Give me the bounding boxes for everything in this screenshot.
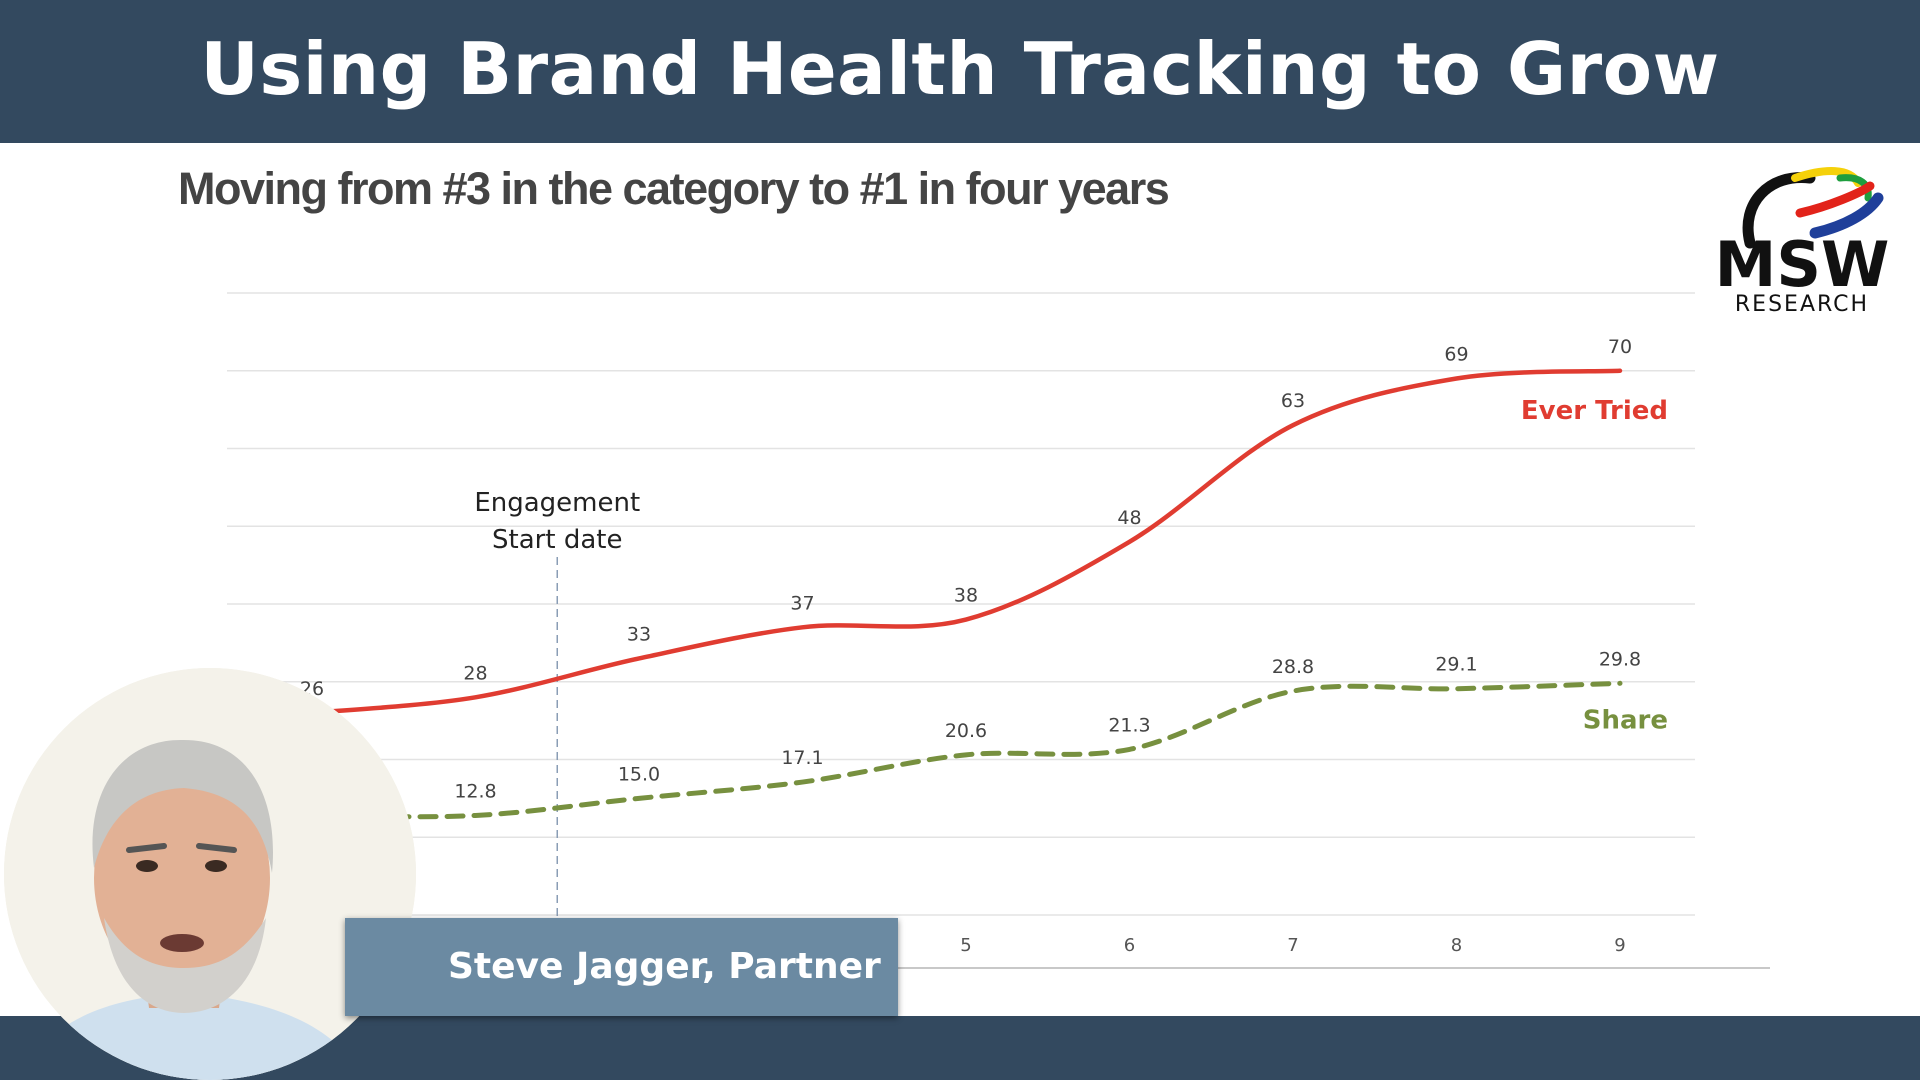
title-banner: Using Brand Health Tracking to Grow xyxy=(0,0,1920,143)
data-label: 48 xyxy=(1117,507,1141,529)
data-label: 63 xyxy=(1281,390,1305,412)
banner-title: Using Brand Health Tracking to Grow xyxy=(200,27,1720,111)
series-line-0 xyxy=(309,368,1623,716)
avatar-hair xyxy=(92,739,273,873)
presenter-avatar xyxy=(4,668,416,1080)
presenter-name-card: Steve Jagger, Partner xyxy=(345,918,898,1016)
data-label: 33 xyxy=(627,623,651,645)
logo-arc-red xyxy=(1795,181,1875,218)
series-name-label: Ever Tried xyxy=(1521,396,1668,426)
series-name-label: Share xyxy=(1583,705,1668,735)
annotation-line2: Start date xyxy=(492,525,622,555)
x-tick-label: 8 xyxy=(1451,935,1462,956)
x-tick-label: 5 xyxy=(960,935,971,956)
presenter-name: Steve Jagger, Partner xyxy=(448,946,881,987)
data-label: 12.8 xyxy=(454,780,496,802)
msw-research-logo: MSW RESEARCH xyxy=(1715,167,1890,317)
avatar-beard xyxy=(104,918,266,1013)
avatar-brows xyxy=(126,843,237,853)
data-label: 21.3 xyxy=(1108,714,1150,736)
data-label: 38 xyxy=(954,585,978,607)
data-label: 70 xyxy=(1608,336,1632,358)
presenter-video xyxy=(4,668,416,1080)
avatar-face xyxy=(94,766,270,990)
logo-arc-green xyxy=(1836,174,1872,202)
x-tick-label: 7 xyxy=(1287,935,1298,956)
slide-title: Moving from #3 in the category to #1 in … xyxy=(178,163,1170,214)
avatar-eye-left xyxy=(136,860,158,872)
data-label: 69 xyxy=(1444,344,1468,366)
data-label: 17.1 xyxy=(781,747,823,769)
x-tick-label: 6 xyxy=(1124,935,1135,956)
avatar-mouth xyxy=(160,934,204,952)
data-label: 29.8 xyxy=(1599,648,1641,670)
logo-arc-blue xyxy=(1809,192,1884,239)
data-label: 28 xyxy=(463,662,487,684)
data-label: 29.1 xyxy=(1435,654,1477,676)
data-label: 37 xyxy=(790,592,814,614)
avatar-eye-right xyxy=(205,860,227,872)
data-label: 20.6 xyxy=(945,720,987,742)
x-tick-label: 9 xyxy=(1614,935,1625,956)
data-label: 15.0 xyxy=(618,763,660,785)
logo-wordmark: MSW xyxy=(1715,228,1890,301)
data-label: 28.8 xyxy=(1272,656,1314,678)
series-line-1 xyxy=(309,680,1623,820)
annotation-line1: Engagement xyxy=(474,488,640,518)
logo-subtitle: RESEARCH xyxy=(1735,292,1869,317)
